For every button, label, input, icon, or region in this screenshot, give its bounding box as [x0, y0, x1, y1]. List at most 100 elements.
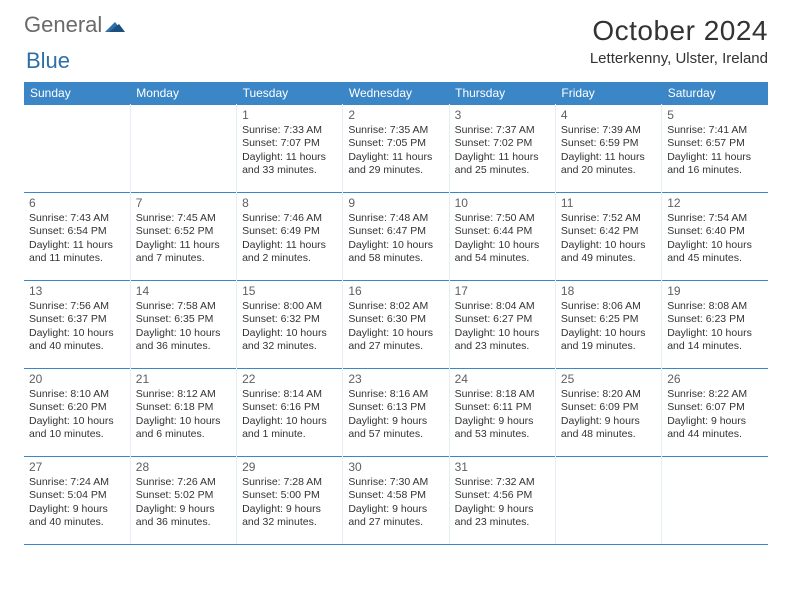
- daylight-text: Daylight: 10 hours and 45 minutes.: [667, 239, 763, 266]
- sunrise-text: Sunrise: 8:16 AM: [348, 388, 443, 401]
- calendar-day-cell: 15Sunrise: 8:00 AMSunset: 6:32 PMDayligh…: [237, 280, 343, 368]
- day-number: 16: [348, 284, 443, 299]
- day-header: Sunday: [24, 82, 130, 105]
- sunset-text: Sunset: 6:20 PM: [29, 401, 125, 414]
- day-number: 30: [348, 460, 443, 475]
- day-number: 21: [136, 372, 231, 387]
- calendar-week-row: 1Sunrise: 7:33 AMSunset: 7:07 PMDaylight…: [24, 104, 768, 192]
- day-number: 31: [455, 460, 550, 475]
- sunset-text: Sunset: 6:30 PM: [348, 313, 443, 326]
- sunrise-text: Sunrise: 8:00 AM: [242, 300, 337, 313]
- day-number: 2: [348, 108, 443, 123]
- calendar-day-cell: 27Sunrise: 7:24 AMSunset: 5:04 PMDayligh…: [24, 456, 130, 544]
- day-header: Saturday: [662, 82, 768, 105]
- day-number: 12: [667, 196, 763, 211]
- sunset-text: Sunset: 6:35 PM: [136, 313, 231, 326]
- sunrise-text: Sunrise: 8:08 AM: [667, 300, 763, 313]
- daylight-text: Daylight: 11 hours and 25 minutes.: [455, 151, 550, 178]
- calendar-day-cell: 23Sunrise: 8:16 AMSunset: 6:13 PMDayligh…: [343, 368, 449, 456]
- sunset-text: Sunset: 6:11 PM: [455, 401, 550, 414]
- daylight-text: Daylight: 10 hours and 40 minutes.: [29, 327, 125, 354]
- day-number: 22: [242, 372, 337, 387]
- daylight-text: Daylight: 10 hours and 1 minute.: [242, 415, 337, 442]
- sunrise-text: Sunrise: 8:02 AM: [348, 300, 443, 313]
- calendar-empty-cell: [662, 456, 768, 544]
- sunrise-text: Sunrise: 7:39 AM: [561, 124, 656, 137]
- day-header: Wednesday: [343, 82, 449, 105]
- calendar-day-cell: 20Sunrise: 8:10 AMSunset: 6:20 PMDayligh…: [24, 368, 130, 456]
- calendar-day-cell: 3Sunrise: 7:37 AMSunset: 7:02 PMDaylight…: [449, 104, 555, 192]
- calendar-page: General October 2024 Letterkenny, Ulster…: [0, 0, 792, 557]
- day-number: 3: [455, 108, 550, 123]
- calendar-empty-cell: [130, 104, 236, 192]
- calendar-location: Letterkenny, Ulster, Ireland: [590, 50, 768, 68]
- calendar-day-cell: 8Sunrise: 7:46 AMSunset: 6:49 PMDaylight…: [237, 192, 343, 280]
- calendar-day-cell: 30Sunrise: 7:30 AMSunset: 4:58 PMDayligh…: [343, 456, 449, 544]
- day-number: 9: [348, 196, 443, 211]
- daylight-text: Daylight: 11 hours and 20 minutes.: [561, 151, 656, 178]
- sunrise-text: Sunrise: 7:30 AM: [348, 476, 443, 489]
- day-number: 23: [348, 372, 443, 387]
- daylight-text: Daylight: 9 hours and 27 minutes.: [348, 503, 443, 530]
- sunset-text: Sunset: 6:18 PM: [136, 401, 231, 414]
- day-header: Friday: [555, 82, 661, 105]
- sunset-text: Sunset: 6:25 PM: [561, 313, 656, 326]
- sunrise-text: Sunrise: 8:04 AM: [455, 300, 550, 313]
- sunset-text: Sunset: 6:27 PM: [455, 313, 550, 326]
- calendar-day-cell: 14Sunrise: 7:58 AMSunset: 6:35 PMDayligh…: [130, 280, 236, 368]
- day-number: 19: [667, 284, 763, 299]
- sunrise-text: Sunrise: 8:12 AM: [136, 388, 231, 401]
- daylight-text: Daylight: 10 hours and 49 minutes.: [561, 239, 656, 266]
- daylight-text: Daylight: 11 hours and 7 minutes.: [136, 239, 231, 266]
- calendar-week-row: 13Sunrise: 7:56 AMSunset: 6:37 PMDayligh…: [24, 280, 768, 368]
- sunrise-text: Sunrise: 8:10 AM: [29, 388, 125, 401]
- calendar-day-cell: 19Sunrise: 8:08 AMSunset: 6:23 PMDayligh…: [662, 280, 768, 368]
- day-number: 28: [136, 460, 231, 475]
- day-number: 17: [455, 284, 550, 299]
- sunrise-text: Sunrise: 7:46 AM: [242, 212, 337, 225]
- day-number: 18: [561, 284, 656, 299]
- calendar-day-cell: 21Sunrise: 8:12 AMSunset: 6:18 PMDayligh…: [130, 368, 236, 456]
- sunset-text: Sunset: 7:07 PM: [242, 137, 337, 150]
- calendar-day-cell: 6Sunrise: 7:43 AMSunset: 6:54 PMDaylight…: [24, 192, 130, 280]
- sunset-text: Sunset: 6:09 PM: [561, 401, 656, 414]
- sunrise-text: Sunrise: 7:50 AM: [455, 212, 550, 225]
- daylight-text: Daylight: 9 hours and 23 minutes.: [455, 503, 550, 530]
- daylight-text: Daylight: 11 hours and 11 minutes.: [29, 239, 125, 266]
- logo-word2: Blue: [26, 48, 70, 73]
- day-number: 8: [242, 196, 337, 211]
- sunset-text: Sunset: 5:00 PM: [242, 489, 337, 502]
- daylight-text: Daylight: 10 hours and 36 minutes.: [136, 327, 231, 354]
- sunset-text: Sunset: 7:05 PM: [348, 137, 443, 150]
- sunrise-text: Sunrise: 7:54 AM: [667, 212, 763, 225]
- sunset-text: Sunset: 6:59 PM: [561, 137, 656, 150]
- daylight-text: Daylight: 10 hours and 27 minutes.: [348, 327, 443, 354]
- calendar-day-cell: 13Sunrise: 7:56 AMSunset: 6:37 PMDayligh…: [24, 280, 130, 368]
- daylight-text: Daylight: 11 hours and 2 minutes.: [242, 239, 337, 266]
- day-header: Thursday: [449, 82, 555, 105]
- daylight-text: Daylight: 10 hours and 6 minutes.: [136, 415, 231, 442]
- daylight-text: Daylight: 10 hours and 10 minutes.: [29, 415, 125, 442]
- calendar-header-row: SundayMondayTuesdayWednesdayThursdayFrid…: [24, 82, 768, 105]
- calendar-day-cell: 17Sunrise: 8:04 AMSunset: 6:27 PMDayligh…: [449, 280, 555, 368]
- day-number: 13: [29, 284, 125, 299]
- daylight-text: Daylight: 9 hours and 57 minutes.: [348, 415, 443, 442]
- calendar-empty-cell: [24, 104, 130, 192]
- day-number: 1: [242, 108, 337, 123]
- calendar-empty-cell: [555, 456, 661, 544]
- sunset-text: Sunset: 5:04 PM: [29, 489, 125, 502]
- logo: General: [24, 14, 125, 36]
- day-number: 27: [29, 460, 125, 475]
- calendar-day-cell: 10Sunrise: 7:50 AMSunset: 6:44 PMDayligh…: [449, 192, 555, 280]
- calendar-day-cell: 25Sunrise: 8:20 AMSunset: 6:09 PMDayligh…: [555, 368, 661, 456]
- day-number: 6: [29, 196, 125, 211]
- sunrise-text: Sunrise: 7:56 AM: [29, 300, 125, 313]
- day-number: 15: [242, 284, 337, 299]
- calendar-day-cell: 16Sunrise: 8:02 AMSunset: 6:30 PMDayligh…: [343, 280, 449, 368]
- sunset-text: Sunset: 6:49 PM: [242, 225, 337, 238]
- calendar-day-cell: 2Sunrise: 7:35 AMSunset: 7:05 PMDaylight…: [343, 104, 449, 192]
- calendar-day-cell: 7Sunrise: 7:45 AMSunset: 6:52 PMDaylight…: [130, 192, 236, 280]
- sunset-text: Sunset: 6:52 PM: [136, 225, 231, 238]
- daylight-text: Daylight: 10 hours and 19 minutes.: [561, 327, 656, 354]
- sunrise-text: Sunrise: 8:22 AM: [667, 388, 763, 401]
